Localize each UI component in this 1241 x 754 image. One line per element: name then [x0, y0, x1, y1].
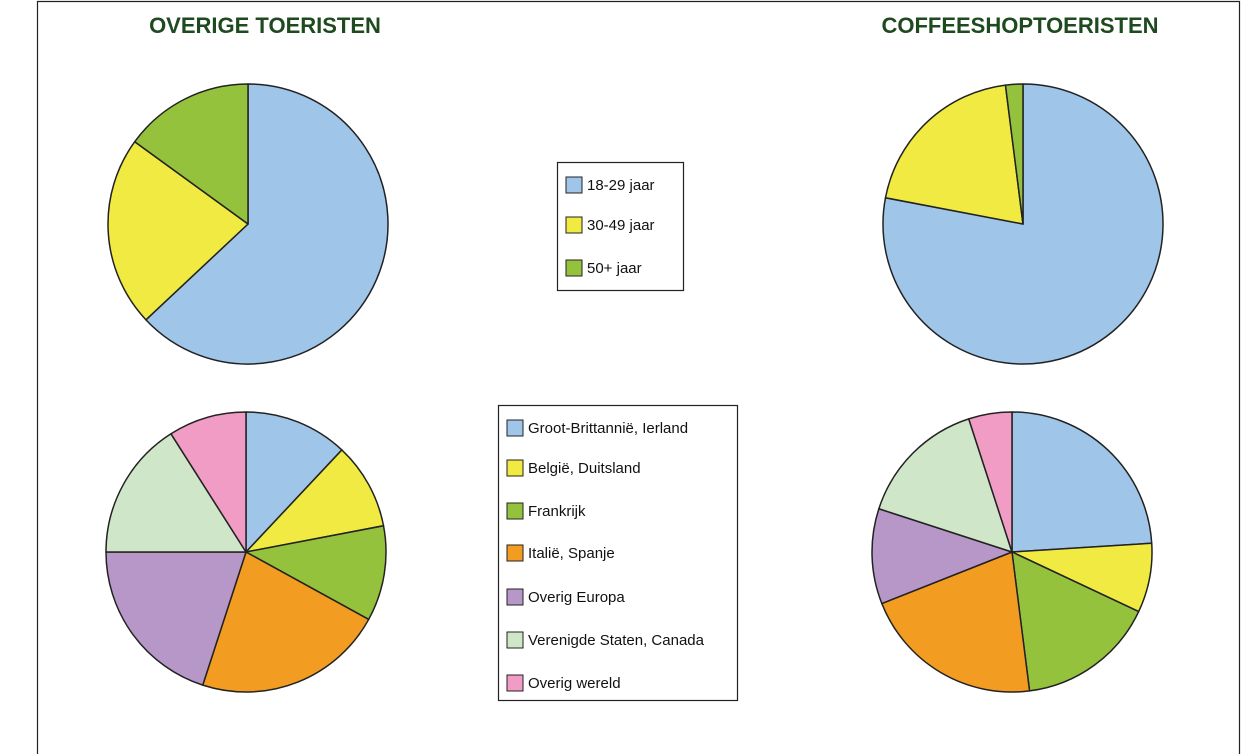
legend-swatch: [506, 631, 524, 649]
legend-box: [497, 404, 739, 702]
legend-label: Overig wereld: [528, 675, 621, 692]
legend-swatch: [506, 544, 524, 562]
legend-label: 50+ jaar: [587, 260, 642, 277]
legend-label: Groot-Brittannië, Ierland: [528, 420, 688, 437]
pie-slice: [170, 411, 247, 553]
legend-label: Frankrijk: [528, 503, 586, 520]
legend-swatch: [506, 502, 524, 520]
pie-slice: [133, 83, 249, 225]
legend-swatch: [506, 459, 524, 477]
pie-slice: [884, 84, 1024, 225]
legend-label: Overig Europa: [528, 589, 625, 606]
column-title: OVERIGE TOERISTEN: [149, 13, 381, 38]
pie-slice: [105, 551, 247, 686]
frame: [36, 0, 1241, 754]
legend-label: Italië, Spanje: [528, 545, 615, 562]
pie-slice: [967, 411, 1013, 553]
legend-swatch: [565, 176, 583, 194]
pie-slice: [245, 411, 343, 553]
legend-swatch: [506, 588, 524, 606]
legend-swatch: [506, 419, 524, 437]
pie-slice: [1011, 411, 1153, 553]
legend-label: België, Duitsland: [528, 460, 641, 477]
pie-slice: [878, 418, 1013, 553]
pie-slice: [245, 525, 387, 621]
legend-swatch: [565, 259, 583, 277]
pie-slice: [105, 433, 247, 553]
pie-slice: [881, 551, 1031, 693]
legend-label: 30-49 jaar: [587, 217, 655, 234]
legend-swatch: [506, 674, 524, 692]
pie-slice: [871, 507, 1013, 605]
pie-slice: [1004, 83, 1024, 225]
column-title: COFFEESHOPTOERISTEN: [881, 13, 1158, 38]
legend-label: 18-29 jaar: [587, 177, 655, 194]
pie-slice: [201, 551, 370, 693]
legend-swatch: [565, 216, 583, 234]
pie-slice: [1011, 551, 1140, 692]
legend-label: Verenigde Staten, Canada: [528, 632, 705, 649]
pie-slice: [145, 83, 389, 365]
pie-slice: [107, 140, 249, 321]
pie-slice: [245, 449, 385, 553]
